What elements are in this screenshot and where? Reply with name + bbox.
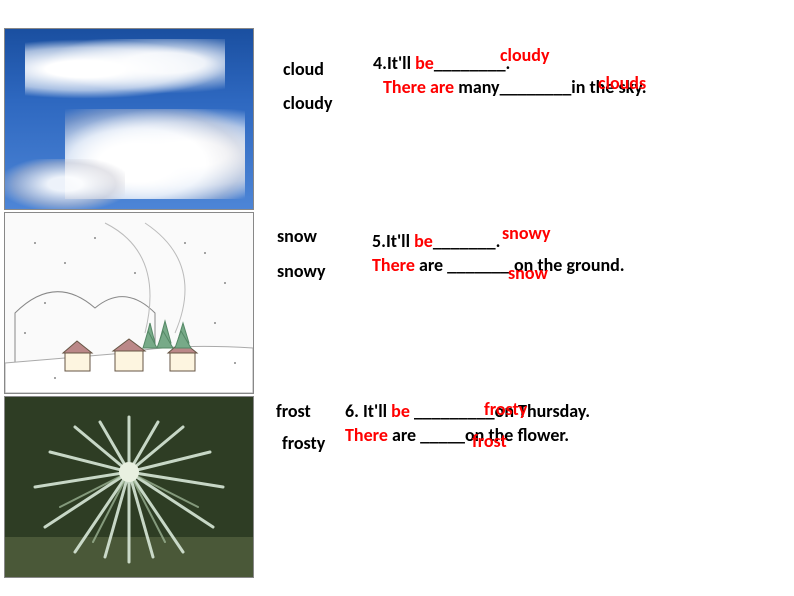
q4-pre: It'll bbox=[387, 52, 415, 74]
vocab-snowy: snowy bbox=[277, 260, 326, 282]
q5-pre: It'll bbox=[386, 230, 414, 252]
q6-l2-pre: There bbox=[345, 424, 392, 446]
q4-be: be bbox=[415, 52, 434, 74]
vocab-frost: frost bbox=[276, 400, 311, 422]
q4-l2-pre: There are bbox=[383, 76, 458, 98]
q4-l2-mid: many bbox=[458, 76, 499, 98]
q4-ans2: clouds bbox=[598, 72, 646, 94]
q5-be: be bbox=[414, 230, 433, 252]
q5-blank: _______. bbox=[433, 230, 501, 252]
q6-pre: It'll bbox=[363, 400, 391, 422]
q4-ans1: cloudy bbox=[500, 44, 549, 66]
q4-num: 4. bbox=[373, 52, 387, 74]
vocab-cloud: cloud bbox=[283, 58, 324, 80]
vocab-cloudy: cloudy bbox=[283, 92, 332, 114]
q5-l2-pre: There bbox=[372, 254, 419, 276]
frost-image bbox=[4, 396, 254, 578]
q5-num: 5. bbox=[372, 230, 386, 252]
q6-ans1: frosty bbox=[484, 398, 527, 420]
q6-num: 6. bbox=[345, 400, 363, 422]
q6-be: be bbox=[391, 400, 414, 422]
cloud-image bbox=[4, 28, 254, 210]
q6-line2: There are _____on the flower. bbox=[345, 424, 569, 446]
snow-image bbox=[4, 212, 254, 394]
q6-ans2: frost bbox=[472, 430, 507, 452]
q6-blank: _________ bbox=[414, 400, 495, 422]
q4-l2-blank: ________ bbox=[500, 76, 572, 98]
q5-line1: 5.It'll be_______. bbox=[372, 230, 500, 252]
q5-ans2: snow bbox=[508, 262, 548, 284]
q6-line1: 6. It'll be _________on Thursday. bbox=[345, 400, 590, 422]
vocab-frosty: frosty bbox=[282, 432, 325, 454]
q4-blank: ________. bbox=[434, 52, 511, 74]
q5-line2: There are _______ on the ground. bbox=[372, 254, 625, 276]
q5-ans1: snowy bbox=[502, 222, 551, 244]
q4-line1: 4.It'll be________. bbox=[373, 52, 510, 74]
vocab-snow: snow bbox=[277, 225, 317, 247]
